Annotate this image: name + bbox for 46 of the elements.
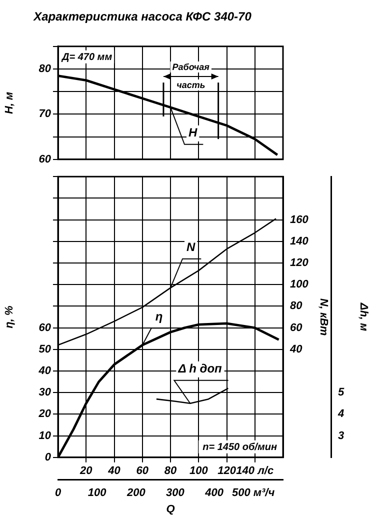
y-tick-label: 70: [38, 108, 52, 120]
y3-tick-label: 4: [337, 408, 344, 420]
y2-tick-label: 140: [290, 235, 310, 248]
x-tick-label: 100: [189, 465, 209, 478]
series-label: η: [155, 309, 163, 324]
annotation: Рабочая часть: [172, 62, 210, 90]
y-tick-label: 40: [38, 365, 52, 378]
x2-tick-label: 300: [166, 487, 186, 500]
y-tick-label: 30: [38, 386, 52, 399]
y-tick-label: 60: [38, 153, 52, 166]
y3-axis-title: Δh, м: [357, 302, 370, 332]
y-axis-title: η, %: [4, 305, 16, 328]
x-tick-label: 60: [136, 465, 150, 478]
y2-axis-title: N, кВт: [317, 298, 330, 336]
y2-tick-label: 80: [290, 300, 304, 312]
series-label: Δ h доп: [177, 362, 223, 376]
y-tick-label: 10: [38, 430, 52, 442]
x2-tick-label: 200: [126, 487, 146, 500]
annotation: n= 1450 об/мин: [202, 442, 277, 454]
y3-tick-label: 5: [338, 386, 345, 399]
series-label: H: [188, 126, 198, 140]
y2-tick-label: 120: [290, 257, 310, 270]
x-tick-label: 120: [218, 465, 237, 478]
chart-title: Характеристика насоса КФС 340-70: [32, 10, 252, 24]
y-tick-label: 0: [44, 451, 52, 464]
x-tick-label: 80: [164, 465, 178, 478]
y2-tick-label: 60: [290, 322, 304, 334]
y-tick-label: 20: [38, 408, 52, 420]
series-label: N: [186, 240, 196, 254]
x-tick-label: 140 л/с: [236, 465, 274, 478]
y-tick-label: 80: [38, 63, 52, 76]
x2-tick-label: 400: [204, 487, 224, 500]
y2-tick-label: 160: [290, 214, 310, 226]
y-tick-label: 60: [38, 322, 52, 334]
x-axis-title: Q: [166, 503, 176, 516]
x-tick-label: 40: [107, 465, 122, 478]
y2-tick-label: 40: [289, 343, 304, 356]
x-tick-label: 20: [79, 465, 94, 478]
y-tick-label: 50: [38, 343, 52, 356]
x2-tick-label: 500 м³/ч: [232, 487, 276, 500]
y-axis-title: H, м: [4, 92, 16, 114]
y3-tick-label: 3: [338, 430, 344, 442]
x2-tick-label: 100: [88, 487, 108, 500]
y2-tick-label: 100: [290, 278, 310, 291]
x2-tick-label: 0: [54, 487, 62, 500]
annotation: Д= 470 мм: [61, 52, 113, 64]
